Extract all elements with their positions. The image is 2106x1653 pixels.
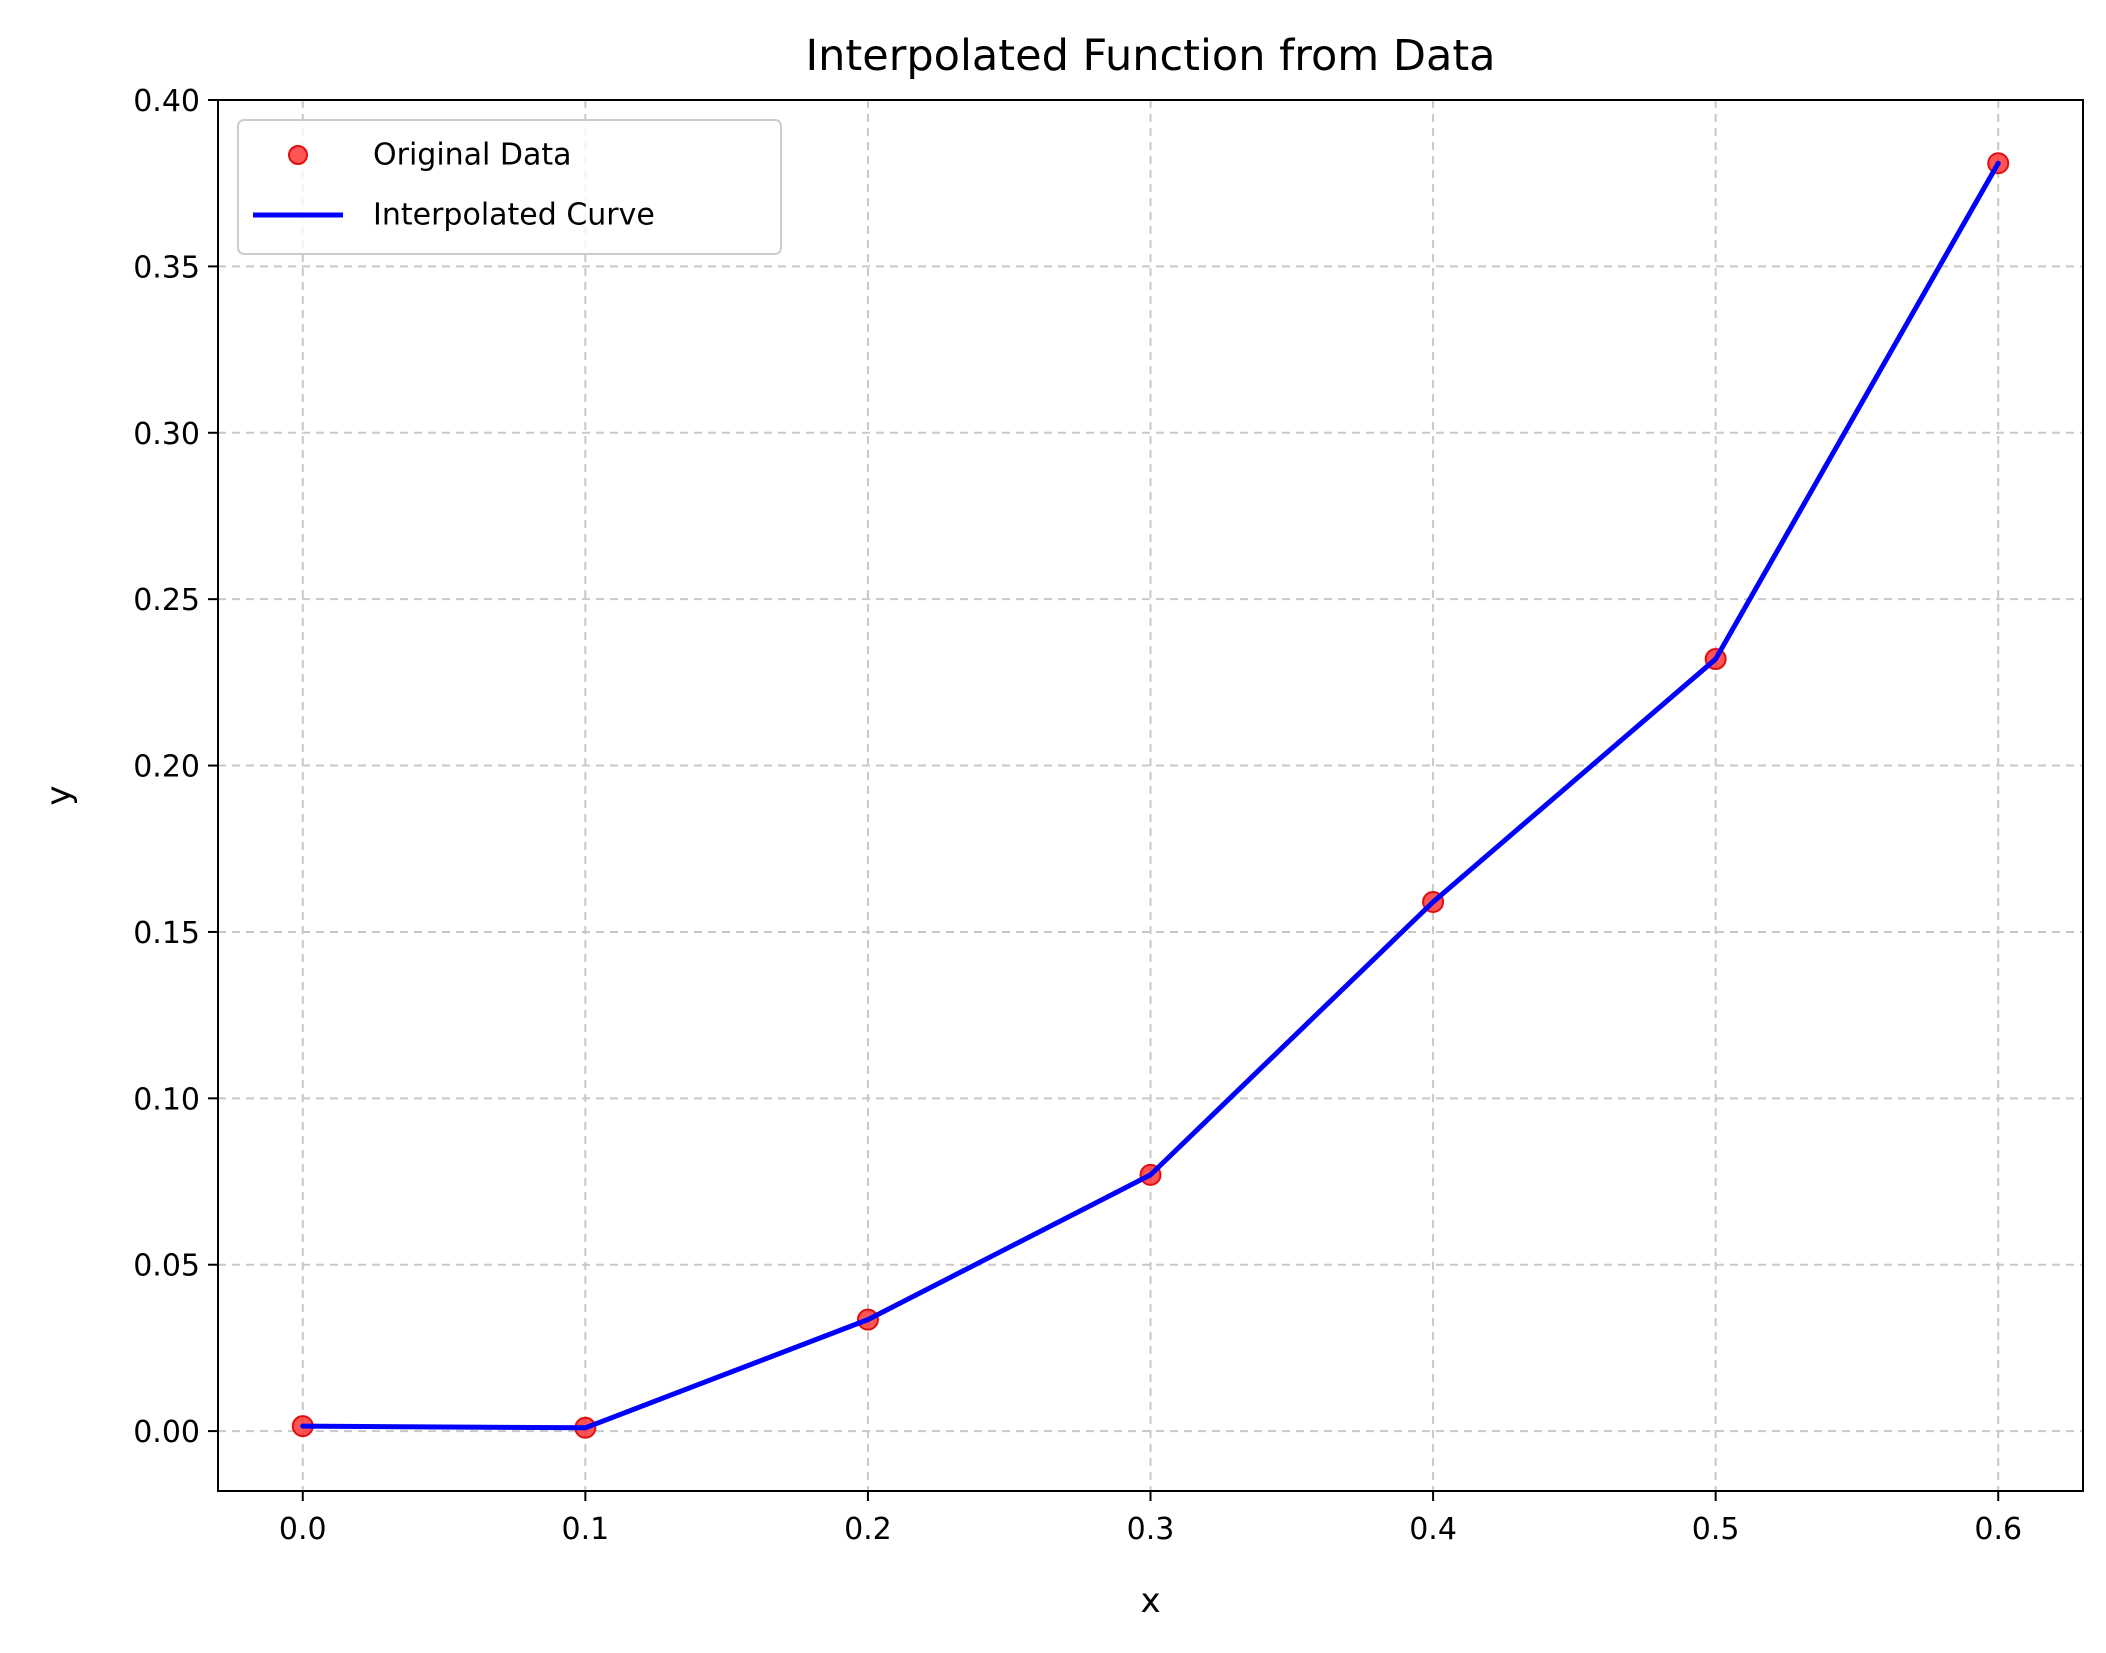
y-tick-label: 0.10 xyxy=(133,1082,200,1117)
y-tick-label: 0.35 xyxy=(133,250,200,285)
y-tick-label: 0.15 xyxy=(133,916,200,951)
legend: Original Data Interpolated Curve xyxy=(237,119,782,255)
x-axis-label: x xyxy=(1140,1581,1160,1621)
legend-label-original-data: Original Data xyxy=(373,138,572,173)
x-tick-label: 0.2 xyxy=(844,1512,892,1547)
y-tick-label: 0.05 xyxy=(133,1249,200,1284)
chart-title: Interpolated Function from Data xyxy=(805,31,1495,81)
y-tick-label: 0.20 xyxy=(133,750,200,785)
x-tick-label: 0.1 xyxy=(561,1512,609,1547)
x-tick-label: 0.3 xyxy=(1127,1512,1175,1547)
x-tick-label: 0.5 xyxy=(1692,1512,1740,1547)
y-tick-label: 0.30 xyxy=(133,417,200,452)
legend-marker-original-data xyxy=(288,145,308,165)
x-tick-label: 0.6 xyxy=(1974,1512,2022,1547)
axis-ticks: 0.0 0.1 0.2 0.3 0.4 0.5 0.6 0.00 0.05 0.10 0.15 0.2… xyxy=(133,84,2022,1547)
y-tick-label: 0.00 xyxy=(133,1415,200,1450)
plot-series xyxy=(291,152,2010,1439)
y-axis-label: y xyxy=(39,785,79,805)
y-tick-label: 0.25 xyxy=(133,583,200,618)
x-tick-label: 0.4 xyxy=(1409,1512,1457,1547)
x-tick-label: 0.0 xyxy=(279,1512,327,1547)
legend-label-interpolated-curve: Interpolated Curve xyxy=(373,198,655,233)
y-tick-label: 0.40 xyxy=(133,84,200,119)
legend-box xyxy=(237,119,782,255)
interpolated-curve-line xyxy=(300,160,2001,1431)
